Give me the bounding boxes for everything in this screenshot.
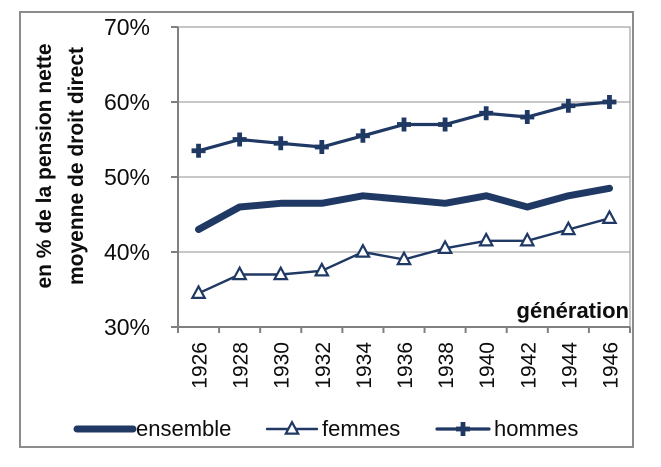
x-tick-label: 1944 xyxy=(558,342,581,389)
y-tick-label: 30% xyxy=(104,314,150,340)
legend-label-ensemble: ensemble xyxy=(136,416,231,441)
series-femmes xyxy=(190,209,618,299)
legend-item-hommes: hommes xyxy=(435,416,578,441)
axis-labels-layer: 70% 60% 50% 40% 30% 1926 1928 1930 1932 1934 1936 1… xyxy=(104,14,623,389)
y-tick-label: 50% xyxy=(104,164,150,190)
x-tick-label: 1938 xyxy=(435,342,458,389)
chart-outer-border xyxy=(19,11,634,448)
legend-item-femmes: femmes xyxy=(265,416,400,441)
triangle-open-marker-femmes xyxy=(395,250,413,266)
y-tick-label: 40% xyxy=(104,239,150,265)
triangle-open-marker-femmes xyxy=(601,209,618,224)
legend-item-ensemble: ensemble xyxy=(73,416,231,441)
series-ensemble xyxy=(195,184,613,233)
triangle-open-marker-femmes xyxy=(313,261,330,277)
x-axis-title: génération xyxy=(517,298,629,323)
triangle-open-marker-femmes xyxy=(272,265,289,281)
triangle-open-marker-femmes xyxy=(519,231,536,247)
triangle-open-marker-femmes xyxy=(437,239,454,254)
triangle-open-marker-femmes xyxy=(190,284,207,299)
legend-label-femmes: femmes xyxy=(322,416,400,441)
legend-label-hommes: hommes xyxy=(494,416,578,441)
legend: ensemble femmes hommes xyxy=(73,416,578,441)
y-axis-title-line2: moyenne de droit direct xyxy=(65,47,88,285)
y-tick-label: 60% xyxy=(104,89,150,115)
x-tick-label: 1942 xyxy=(517,342,540,389)
x-tick-label: 1934 xyxy=(353,342,376,389)
x-tick-label: 1932 xyxy=(312,342,335,389)
grid-layer xyxy=(171,26,631,333)
y-axis-title-line1: en % de la pension nette xyxy=(33,43,56,288)
series-hommes xyxy=(191,95,617,158)
series-layer xyxy=(190,95,618,299)
triangle-open-marker-femmes xyxy=(354,242,371,258)
x-tick-label: 1936 xyxy=(394,342,417,389)
x-tick-label: 1930 xyxy=(271,342,294,389)
legend-marker-femmes xyxy=(283,419,301,435)
triangle-open-marker-femmes xyxy=(560,220,577,236)
series-line-ensemble xyxy=(195,184,613,233)
x-tick-label: 1926 xyxy=(189,342,212,389)
y-tick-label: 70% xyxy=(104,14,150,40)
triangle-open-marker-femmes xyxy=(231,265,248,281)
x-tick-label: 1946 xyxy=(599,342,622,389)
x-tick-label: 1928 xyxy=(230,342,253,389)
triangle-open-marker-femmes xyxy=(478,231,495,247)
x-tick-label: 1940 xyxy=(476,342,499,389)
